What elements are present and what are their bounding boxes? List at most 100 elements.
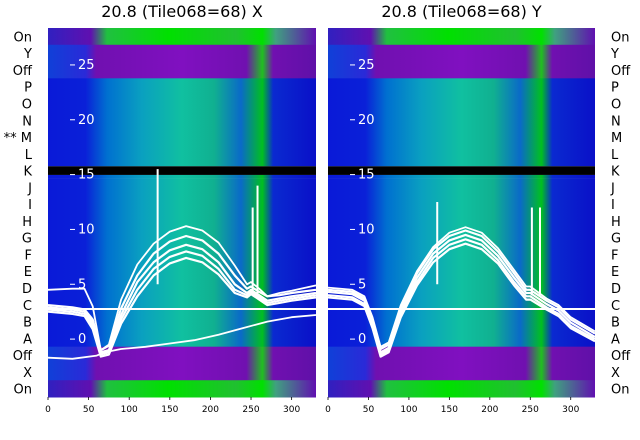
x-tick: 100: [121, 397, 138, 415]
x-tick-label: 150: [441, 405, 458, 415]
x-tick-label: 100: [121, 405, 138, 415]
heat-row: [328, 111, 595, 130]
heat-row: [48, 178, 316, 197]
x-tick: 150: [161, 397, 179, 415]
x-tick-label: 50: [83, 405, 95, 415]
y-tick-label: 0: [358, 332, 366, 347]
series-line: [47, 225, 317, 352]
row-label-left: H: [22, 215, 32, 230]
row-label-left: P: [24, 81, 32, 96]
y-tick-label: 25: [358, 58, 375, 73]
row-label-left: G: [22, 232, 32, 247]
row-label-left: X: [23, 366, 32, 381]
heat-row: [48, 262, 316, 281]
x-tick-label: 300: [283, 405, 300, 415]
row-label-right: F: [611, 248, 618, 263]
heat-row: [328, 380, 595, 398]
row-label-right: L: [611, 148, 619, 163]
heat-row: [328, 174, 595, 179]
heat-row: [48, 346, 316, 364]
row-label-right: On: [611, 383, 629, 398]
y-tick-label: 15: [78, 168, 95, 183]
row-label-left: K: [23, 165, 32, 180]
heat-row: [328, 166, 595, 175]
y-tick-label: 10: [78, 222, 95, 237]
x-tick-label: 0: [325, 405, 331, 415]
heat-row: [328, 346, 595, 364]
heat-row: [328, 178, 595, 197]
heat-row: [328, 212, 595, 230]
row-label-left: I: [28, 198, 32, 213]
heat-row: [48, 174, 316, 179]
series-line: [47, 314, 317, 360]
heat-row: [328, 162, 595, 167]
row-label-right: K: [611, 165, 620, 180]
x-tick-label: 0: [45, 405, 51, 415]
heat-row: [328, 279, 595, 297]
x-tick-label: 150: [161, 405, 178, 415]
heat-row: [328, 195, 595, 213]
y-tick-label: 5: [358, 277, 366, 292]
heat-row: [48, 162, 316, 167]
x-tick-label: 50: [363, 405, 375, 415]
y-tick: 20: [350, 113, 375, 128]
row-label-left: J: [27, 181, 32, 196]
row-label-right: X: [611, 366, 620, 381]
heat-row: [48, 95, 316, 113]
x-tick-label: 200: [481, 405, 498, 415]
row-label-left: N: [22, 114, 32, 129]
heat-row: [48, 246, 316, 264]
panel-title: 20.8 (Tile068=68) Y: [381, 2, 542, 21]
x-tick: 300: [562, 397, 580, 415]
x-tick: 50: [83, 397, 95, 415]
heat-row: [328, 246, 595, 264]
heat-row: [48, 329, 316, 348]
x-tick: 250: [522, 397, 539, 415]
row-label-left: On: [14, 383, 32, 398]
y-tick: 20: [70, 113, 95, 128]
row-label-right: O: [611, 97, 621, 112]
x-tick: 0: [45, 397, 51, 415]
y-tick: 15: [350, 168, 375, 183]
heat-row: [48, 195, 316, 213]
x-tick: 100: [400, 397, 418, 415]
y-tick: 10: [350, 222, 375, 237]
y-tick: 5: [70, 277, 86, 292]
heat-row: [328, 28, 595, 46]
heat-row: [328, 44, 595, 63]
y-tick: 25: [350, 58, 375, 73]
heat-row: [48, 363, 316, 381]
heat-row: [48, 380, 316, 398]
heat-row: [48, 128, 316, 146]
heat-row: [328, 262, 595, 281]
row-label-right: J: [610, 181, 615, 196]
x-tick-label: 100: [400, 405, 417, 415]
panel-title: 20.8 (Tile068=68) X: [101, 2, 263, 21]
x-tick: 200: [202, 397, 219, 415]
x-tick: 50: [363, 397, 375, 415]
series-line: [47, 256, 317, 358]
x-tick-label: 200: [202, 405, 219, 415]
row-label-left: A: [23, 332, 32, 347]
x-tick: 300: [283, 397, 300, 415]
row-label-left: D: [22, 282, 32, 297]
heat-row: [328, 145, 595, 163]
row-label-left: On: [14, 30, 32, 45]
heat-row: [48, 145, 316, 163]
row-label-left: ** M: [4, 131, 32, 146]
y-tick: 0: [350, 332, 366, 347]
heat-row: [328, 95, 595, 113]
row-label-left: F: [25, 248, 32, 263]
y-tick-label: 20: [358, 113, 375, 128]
row-label-right: M: [611, 131, 622, 146]
x-tick-label: 250: [522, 405, 539, 415]
heat-row: [328, 61, 595, 79]
row-label-left: C: [23, 299, 32, 314]
heat-row: [328, 229, 595, 247]
heat-row: [328, 128, 595, 146]
row-label-left: Y: [23, 47, 32, 62]
y-tick-label: 20: [78, 113, 95, 128]
